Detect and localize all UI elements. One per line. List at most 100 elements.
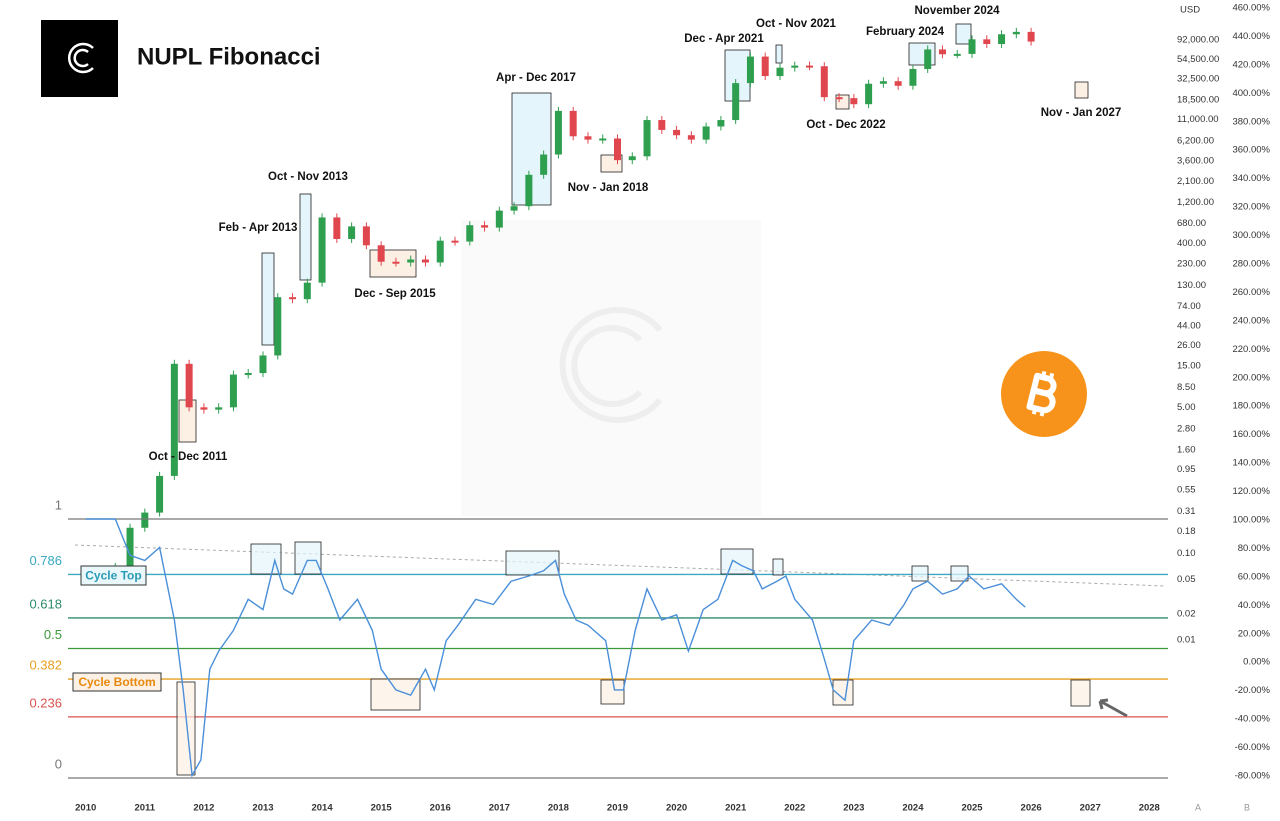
y-tick-label: 680.00 [1177, 218, 1206, 229]
nupl-line [85, 518, 1026, 778]
candle [850, 98, 858, 105]
candle [687, 135, 695, 140]
candle [333, 217, 341, 239]
fib-level-label: 0.236 [29, 695, 62, 710]
y-tick-label: 44.00 [1177, 320, 1201, 331]
y-axis-label: USD [1180, 5, 1200, 16]
candle [776, 67, 784, 77]
candle [215, 407, 223, 410]
candle [628, 156, 636, 161]
annotation: Apr - Dec 2017 [496, 72, 576, 84]
candle [451, 240, 459, 243]
fib-level-label: 0 [55, 756, 62, 771]
y2-tick-label: 120.00% [1232, 486, 1270, 497]
cycle-bottom-box [600, 679, 625, 705]
y2-tick-label: 0.00% [1243, 657, 1270, 668]
y-tick-label: 0.05 [1177, 574, 1196, 585]
y-tick-label: 2.80 [1177, 424, 1196, 435]
candle [141, 512, 149, 528]
candle [791, 65, 799, 68]
candle [599, 138, 607, 141]
candle [170, 363, 178, 476]
cycle-bottom-box [1074, 81, 1089, 99]
candle [436, 240, 444, 263]
candle [289, 297, 297, 300]
annotation: Oct - Dec 2011 [149, 451, 228, 463]
y-tick-label: 0.01 [1177, 634, 1196, 645]
candle [732, 83, 740, 121]
x-tick-label: 2024 [902, 803, 924, 814]
candle [200, 407, 208, 410]
watermark-logo [559, 307, 663, 423]
candle [495, 210, 503, 228]
y2-tick-label: 220.00% [1232, 344, 1270, 355]
annotation: Nov - Jan 2018 [568, 182, 649, 194]
y2-tick-label: 40.00% [1238, 600, 1271, 611]
y2-tick-label: 420.00% [1232, 59, 1270, 70]
candle [643, 120, 651, 157]
cycle-top-box [250, 543, 282, 575]
candle [554, 110, 562, 155]
y2-tick-label: 340.00% [1232, 173, 1270, 184]
candle [481, 225, 489, 228]
fib-level-label: 0.5 [44, 627, 62, 642]
candle [835, 97, 843, 100]
y-tick-label: 92,000.00 [1177, 34, 1219, 45]
level-tag-label: Cycle Top [85, 569, 141, 583]
candle [584, 136, 592, 140]
candle [126, 527, 134, 568]
candle [761, 56, 769, 77]
x-tick-label: 2025 [961, 803, 983, 814]
candle [702, 126, 710, 140]
x-tick-label: 2020 [666, 803, 687, 814]
y-tick-label: 6,200.00 [1177, 135, 1214, 146]
candle [938, 49, 946, 55]
y-tick-label: 0.55 [1177, 484, 1196, 495]
x-tick-label: 2026 [1021, 803, 1042, 814]
fib-level-label: 0.618 [29, 596, 62, 611]
x-tick-label: 2014 [311, 803, 333, 814]
candle [392, 261, 400, 264]
candle [185, 363, 193, 408]
annotation: November 2024 [914, 5, 1000, 17]
candle [421, 259, 429, 263]
y-tick-label: 0.31 [1177, 506, 1196, 517]
x-tick-label: 2011 [134, 803, 155, 814]
y2-tick-label: 160.00% [1232, 429, 1270, 440]
candle [156, 475, 164, 513]
y2-tick-label: -40.00% [1235, 714, 1271, 725]
y2-tick-label: 400.00% [1232, 88, 1270, 99]
page-title: NUPL Fibonacci [137, 43, 321, 70]
x-tick-label: 2012 [193, 803, 214, 814]
fib-level-label: 0.786 [29, 553, 62, 568]
y2-tick-label: 240.00% [1232, 315, 1270, 326]
annotation: Nov - Jan 2027 [1041, 107, 1122, 119]
logo [41, 20, 118, 97]
y-tick-label: 5.00 [1177, 402, 1196, 413]
candle [1012, 31, 1020, 35]
y-tick-label: 230.00 [1177, 259, 1206, 270]
y2-tick-label: 260.00% [1232, 287, 1270, 298]
candle [377, 245, 385, 262]
cycle-top-box [720, 548, 754, 575]
y-tick-label: 2,100.00 [1177, 176, 1214, 187]
candle [525, 174, 533, 207]
level-tag-label: Cycle Bottom [78, 675, 155, 689]
candle [909, 68, 917, 86]
x-tick-label: 2017 [489, 803, 510, 814]
candle [717, 120, 725, 127]
level-tag [80, 565, 147, 586]
cycle-top-box [775, 44, 783, 64]
candle [968, 39, 976, 54]
y2-tick-label: 180.00% [1232, 401, 1270, 412]
x-tick-label: 2015 [371, 803, 393, 814]
annotation: February 2024 [866, 26, 945, 38]
y2-tick-label: 380.00% [1232, 116, 1270, 127]
candle [318, 217, 326, 283]
fib-level-label: 0.382 [29, 657, 62, 672]
y2-tick-label: 200.00% [1232, 372, 1270, 383]
y-tick-label: 54,500.00 [1177, 54, 1219, 65]
y-tick-label: 18,500.00 [1177, 94, 1219, 105]
cycle-top-box [955, 23, 972, 45]
y2-tick-label: 300.00% [1232, 230, 1270, 241]
